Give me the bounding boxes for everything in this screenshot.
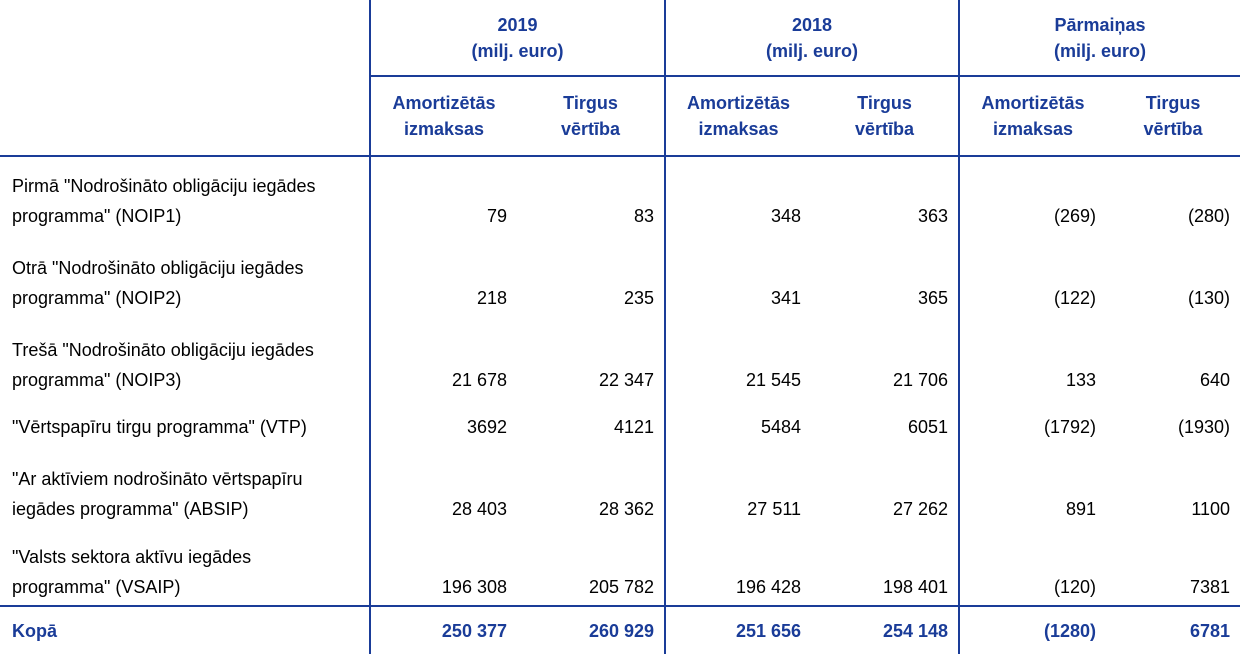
row-label: "Vērtspapīru tirgu programma" (VTP) [12,417,307,437]
corner-cell [0,0,370,76]
total-value: (1280) [958,605,1107,654]
cell-value: (269) [958,156,1107,234]
subheader-amortized-2019: Amortizētās izmaksas [369,76,517,157]
subheader-amortized-2018: Amortizētās izmaksas [664,76,812,157]
cell-value: 196 428 [664,527,812,606]
subheader-market-2018: Tirgus vērtība [811,76,960,157]
cell-value: 6051 [907,417,949,437]
total-value: 6781 [1106,605,1240,654]
total-value: 251 656 [664,605,812,654]
cell-value: 22 347 [598,370,655,390]
cell-value: 28 403 [369,445,517,527]
table-row: "Ar aktīviem nodrošināto vērtspapīru iegā… [0,445,1240,527]
total-value: 250 377 [369,605,517,654]
cell-value: 133 [958,316,1107,398]
cell-value: 21 678 [369,316,517,398]
total-value: 260 929 [517,605,666,654]
cell-value: (1930) [1178,417,1231,437]
cell-value: 21 545 [664,316,812,398]
cell-value: 196 308 [369,527,517,606]
row-label: "Ar aktīviem nodrošināto vērtspapīru iegā… [12,469,303,519]
table-row: Trešā "Nodrošināto obligāciju iegādes pro… [0,316,1240,398]
table-row: "Vērtspapīru tirgu programma" (VTP) 3692… [0,398,1240,445]
row-label: "Valsts sektora aktīvu iegādes programma"… [12,547,252,597]
cell-value: 4121 [613,417,655,437]
total-value: 254 148 [811,605,960,654]
total-label: Kopā [0,605,370,654]
cell-value: 3692 [369,398,517,445]
cell-value: 1100 [1191,499,1231,519]
subheader-market-change: Tirgus vērtība [1106,76,1240,157]
group-header-change: Pārmaiņas (milj. euro) [958,0,1240,77]
cell-value: 7381 [1190,577,1231,597]
total-row: Kopā 250 377 260 929 251 656 254 148 (12… [0,605,1240,654]
cell-value: 365 [917,288,949,308]
cell-value: 198 401 [882,577,949,597]
table-row: "Valsts sektora aktīvu iegādes programma"… [0,527,1240,606]
cell-value: 363 [917,206,949,226]
cell-value: 341 [664,234,812,316]
cell-value: 218 [369,234,517,316]
cell-value: (130) [1188,288,1231,308]
cell-value: (122) [958,234,1107,316]
subheader-amortized-change: Amortizētās izmaksas [958,76,1107,157]
cell-value: 79 [369,156,517,234]
cell-value: (1792) [958,398,1107,445]
cell-value: (120) [958,527,1107,606]
cell-value: 83 [633,206,655,226]
cell-value: 235 [623,288,655,308]
subheader-market-2019: Tirgus vērtība [517,76,666,157]
row-label: Otrā "Nodrošināto obligāciju iegādes prog… [12,258,304,308]
cell-value: 21 706 [892,370,949,390]
row-label: Pirmā "Nodrošināto obligāciju iegādes pro… [12,176,316,226]
cell-value: 27 511 [664,445,812,527]
cell-value: 205 782 [588,577,655,597]
cell-value: 891 [958,445,1107,527]
group-header-2018: 2018 (milj. euro) [664,0,960,77]
row-label: Trešā "Nodrošināto obligāciju iegādes pro… [12,340,314,390]
corner-cell-lower [0,76,370,157]
cell-value: 27 262 [892,499,949,519]
group-header-2019: 2019 (milj. euro) [368,0,666,77]
cell-value: 28 362 [598,499,655,519]
table-row: Otrā "Nodrošināto obligāciju iegādes prog… [0,234,1240,316]
cell-value: 640 [1200,370,1231,390]
table-row: Pirmā "Nodrošināto obligāciju iegādes pro… [0,156,1240,234]
cell-value: (280) [1188,206,1231,226]
cell-value: 5484 [664,398,812,445]
cell-value: 348 [664,156,812,234]
